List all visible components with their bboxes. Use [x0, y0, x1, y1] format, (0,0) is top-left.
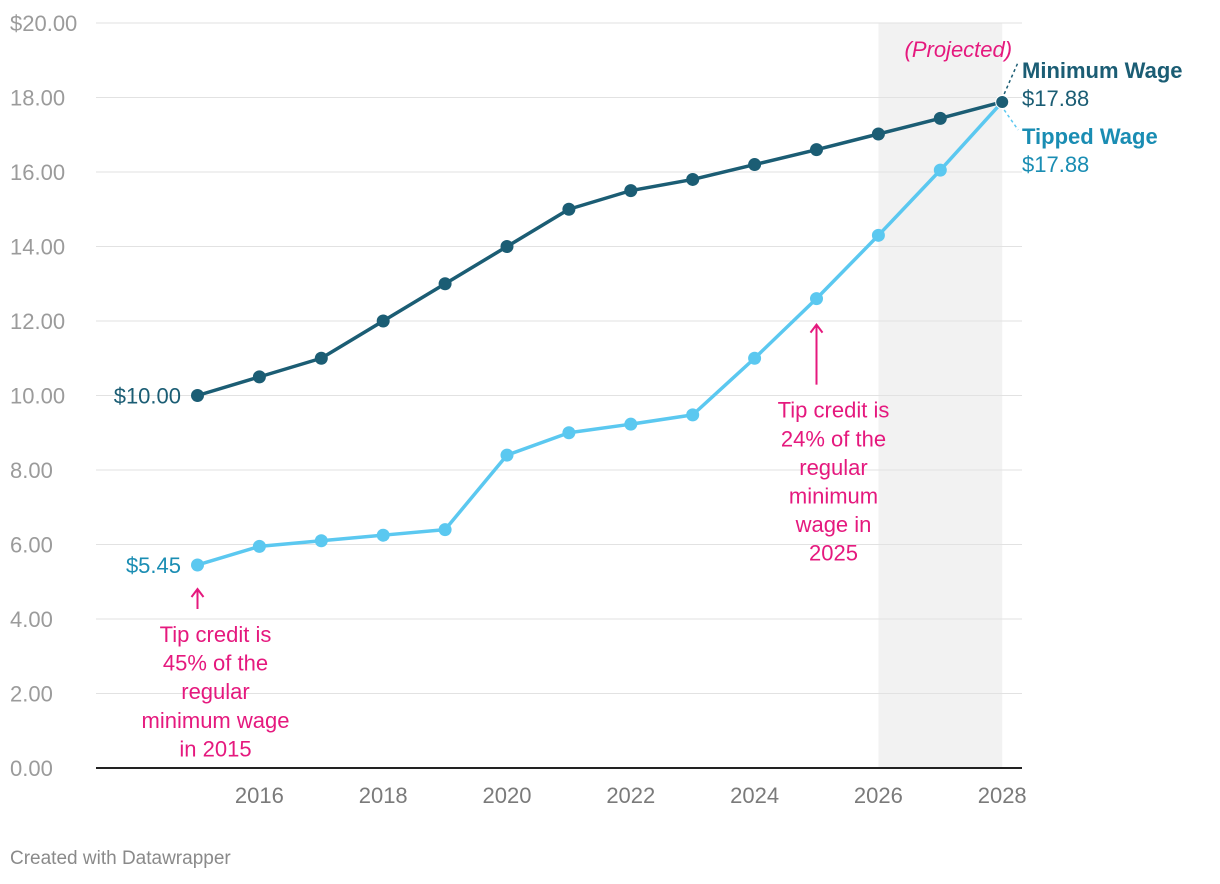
annotation-layer: Tip credit is 45% of the regular minimum wa… — [142, 322, 890, 761]
data-point-minimum-2015 — [191, 389, 204, 402]
y-tick-label: 16.00 — [10, 160, 65, 185]
data-point-minimum-2017 — [314, 351, 328, 365]
end-label-tipped-name: Tipped Wage — [1022, 124, 1158, 149]
data-point-minimum-2023 — [686, 172, 700, 186]
y-tick-label: 14.00 — [10, 235, 65, 260]
data-point-tipped-2020 — [500, 448, 514, 462]
data-point-minimum-2025 — [810, 143, 823, 157]
y-tick-label: 0.00 — [10, 756, 53, 781]
annotation-text-line: 2025 — [809, 541, 858, 566]
x-tick-label: 2028 — [978, 783, 1027, 808]
y-tick-label: 2.00 — [10, 682, 53, 707]
annotation-text-line: Tip credit is — [778, 398, 890, 423]
annotation-arrowhead — [190, 587, 205, 598]
end-leader-tipped — [1003, 109, 1019, 131]
start-label-tipped: $5.45 — [126, 553, 181, 578]
annotation-text-line: regular — [181, 679, 249, 704]
data-point-minimum-2026 — [871, 127, 885, 141]
y-tick-label: 4.00 — [10, 607, 53, 632]
x-tick-label: 2022 — [606, 783, 655, 808]
wage-chart: (Projected) $20.00 18.00 16.00 14.00 12.00 10… — [10, 11, 1183, 808]
end-leader-minimum — [1003, 61, 1019, 95]
x-tick-label: 2018 — [359, 783, 408, 808]
annotation-text-line: regular — [799, 455, 867, 480]
data-point-minimum-2027 — [933, 111, 947, 125]
data-point-tipped-2016 — [252, 539, 266, 553]
data-point-minimum-2019 — [438, 277, 452, 291]
data-point-tipped-2017 — [314, 534, 328, 548]
data-point-tipped-2025 — [810, 292, 823, 306]
data-point-minimum-2018 — [376, 314, 390, 328]
series-line-tipped — [196, 100, 1004, 567]
data-point-tipped-2027 — [933, 163, 947, 177]
x-tick-label: 2020 — [483, 783, 532, 808]
y-tick-label: $20.00 — [10, 11, 77, 36]
series-line-minimum — [196, 100, 1003, 398]
projected-label: (Projected) — [905, 37, 1013, 62]
grid-layer: $20.00 18.00 16.00 14.00 12.00 10.00 8.00 6.00 4… — [10, 11, 1027, 808]
start-label-minimum: $10.00 — [114, 384, 181, 409]
data-point-tipped-2022 — [624, 417, 638, 431]
data-point-minimum-2021 — [562, 202, 576, 216]
annotation-text-line: wage in — [795, 512, 872, 537]
data-point-tipped-2015 — [191, 558, 204, 572]
annotation-text-line: 24% of the — [781, 426, 886, 451]
annotation-text-line: 45% of the — [163, 651, 268, 676]
label-layer: $10.00 $5.45 Minimum Wage $17.88 Tipped Wage… — [114, 58, 1183, 578]
data-point-shared-end — [995, 94, 1010, 109]
datawrapper-credit: Created with Datawrapper — [10, 848, 231, 869]
y-tick-label: 8.00 — [10, 458, 53, 483]
annotation-text-line: minimum wage — [142, 708, 290, 733]
y-tick-label: 18.00 — [10, 86, 65, 111]
y-tick-label: 10.00 — [10, 384, 65, 409]
data-point-tipped-2021 — [562, 426, 576, 440]
data-point-minimum-2016 — [252, 370, 266, 384]
data-point-tipped-2023 — [686, 408, 700, 422]
y-tick-label: 12.00 — [10, 309, 65, 334]
data-point-tipped-2019 — [438, 523, 452, 537]
series-layer — [191, 94, 1010, 572]
y-tick-label: 6.00 — [10, 533, 53, 558]
annotation-arrowhead — [809, 322, 824, 334]
end-label-minimum-name: Minimum Wage — [1022, 58, 1183, 83]
data-point-tipped-2018 — [376, 528, 390, 542]
annotation-2: Tip credit is 24% of the regular minimum wag… — [778, 322, 890, 566]
data-point-minimum-2022 — [624, 184, 638, 198]
data-point-tipped-2026 — [871, 228, 885, 242]
data-point-minimum-2024 — [748, 158, 762, 172]
annotation-1: Tip credit is 45% of the regular minimum wa… — [142, 587, 290, 761]
annotation-text-line: Tip credit is — [160, 622, 272, 647]
end-label-tipped-value: $17.88 — [1022, 152, 1089, 177]
end-label-minimum-value: $17.88 — [1022, 86, 1089, 111]
annotation-text-line: minimum — [789, 483, 878, 508]
data-point-minimum-2020 — [500, 240, 514, 253]
annotation-text-line: in 2015 — [179, 736, 251, 761]
x-tick-label: 2024 — [730, 783, 779, 808]
data-point-tipped-2024 — [748, 351, 762, 365]
x-tick-label: 2026 — [854, 783, 903, 808]
x-tick-label: 2016 — [235, 783, 284, 808]
